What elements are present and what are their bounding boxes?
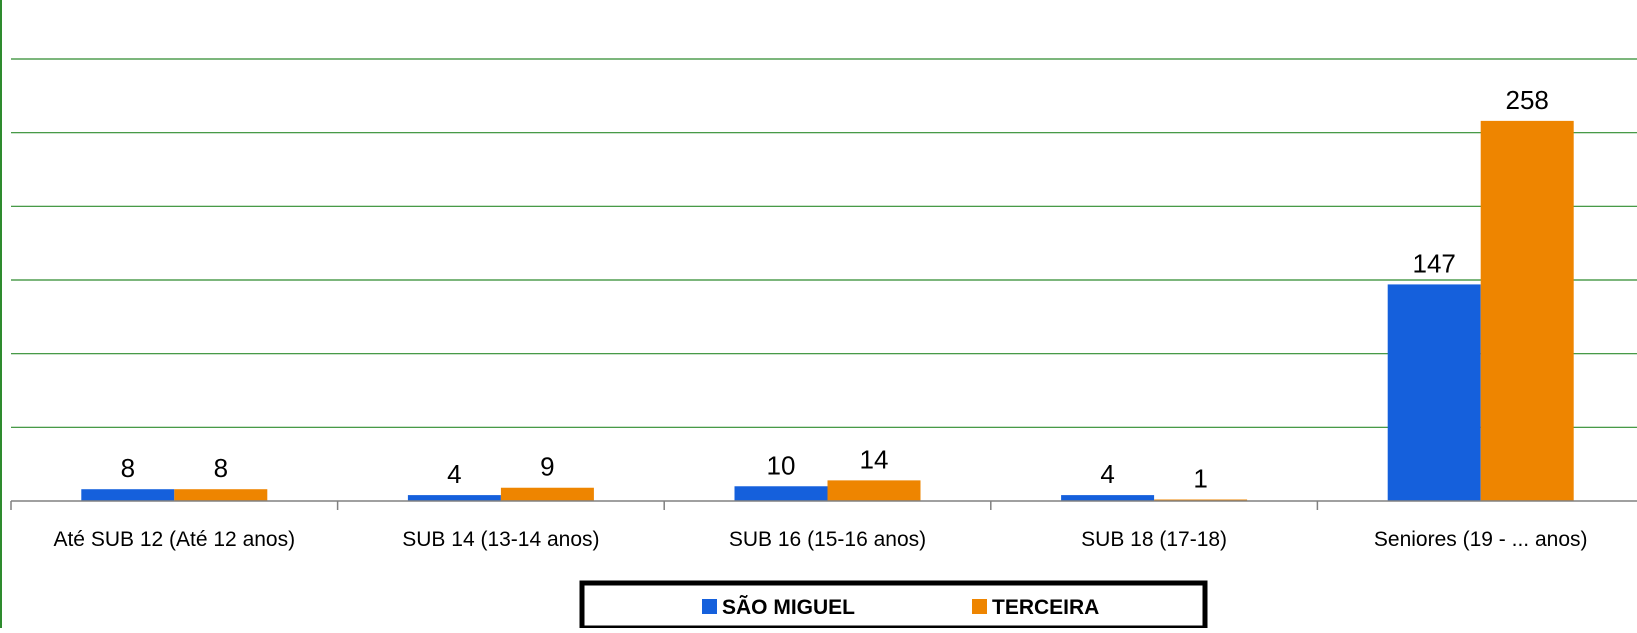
category-label: Até SUB 12 (Até 12 anos): [53, 528, 295, 551]
data-label: 8: [121, 453, 135, 483]
legend: SÃO MIGUEL TERCEIRA: [582, 583, 1205, 628]
left-edge-line: [0, 0, 2, 628]
category-label: Seniores (19 - ... anos): [1374, 528, 1588, 551]
bar-terceira: [174, 489, 267, 501]
legend-swatch: [702, 599, 717, 614]
data-label: 8: [214, 453, 228, 483]
bar-sao-miguel: [735, 486, 828, 501]
bar-sao-miguel: [408, 495, 501, 501]
data-label: 9: [540, 452, 554, 482]
bars: [81, 121, 1573, 501]
x-axis: [11, 501, 1637, 510]
legend-box: [582, 583, 1205, 628]
data-labels: 8 8 4 9 10 14 4 1 147 258: [121, 85, 1549, 494]
data-label: 10: [767, 450, 796, 480]
category-label: SUB 14 (13-14 anos): [402, 528, 599, 551]
legend-label: TERCEIRA: [992, 596, 1099, 619]
data-label: 4: [1100, 459, 1114, 489]
bar-terceira: [501, 488, 594, 501]
bar-sao-miguel: [81, 489, 174, 501]
category-label: SUB 16 (15-16 anos): [729, 528, 926, 551]
legend-label: SÃO MIGUEL: [722, 596, 855, 619]
legend-swatch: [972, 599, 987, 614]
data-label: 147: [1413, 248, 1456, 278]
bar-sao-miguel: [1388, 284, 1481, 501]
bar-terceira: [828, 480, 921, 501]
bar-terceira: [1481, 121, 1574, 501]
data-label: 1: [1193, 464, 1207, 494]
category-label: SUB 18 (17-18): [1081, 528, 1227, 551]
data-label: 258: [1506, 85, 1549, 115]
data-label: 14: [860, 444, 889, 474]
bar-sao-miguel: [1061, 495, 1154, 501]
data-label: 4: [447, 459, 461, 489]
category-labels: Até SUB 12 (Até 12 anos) SUB 14 (13-14 an…: [53, 528, 1587, 551]
